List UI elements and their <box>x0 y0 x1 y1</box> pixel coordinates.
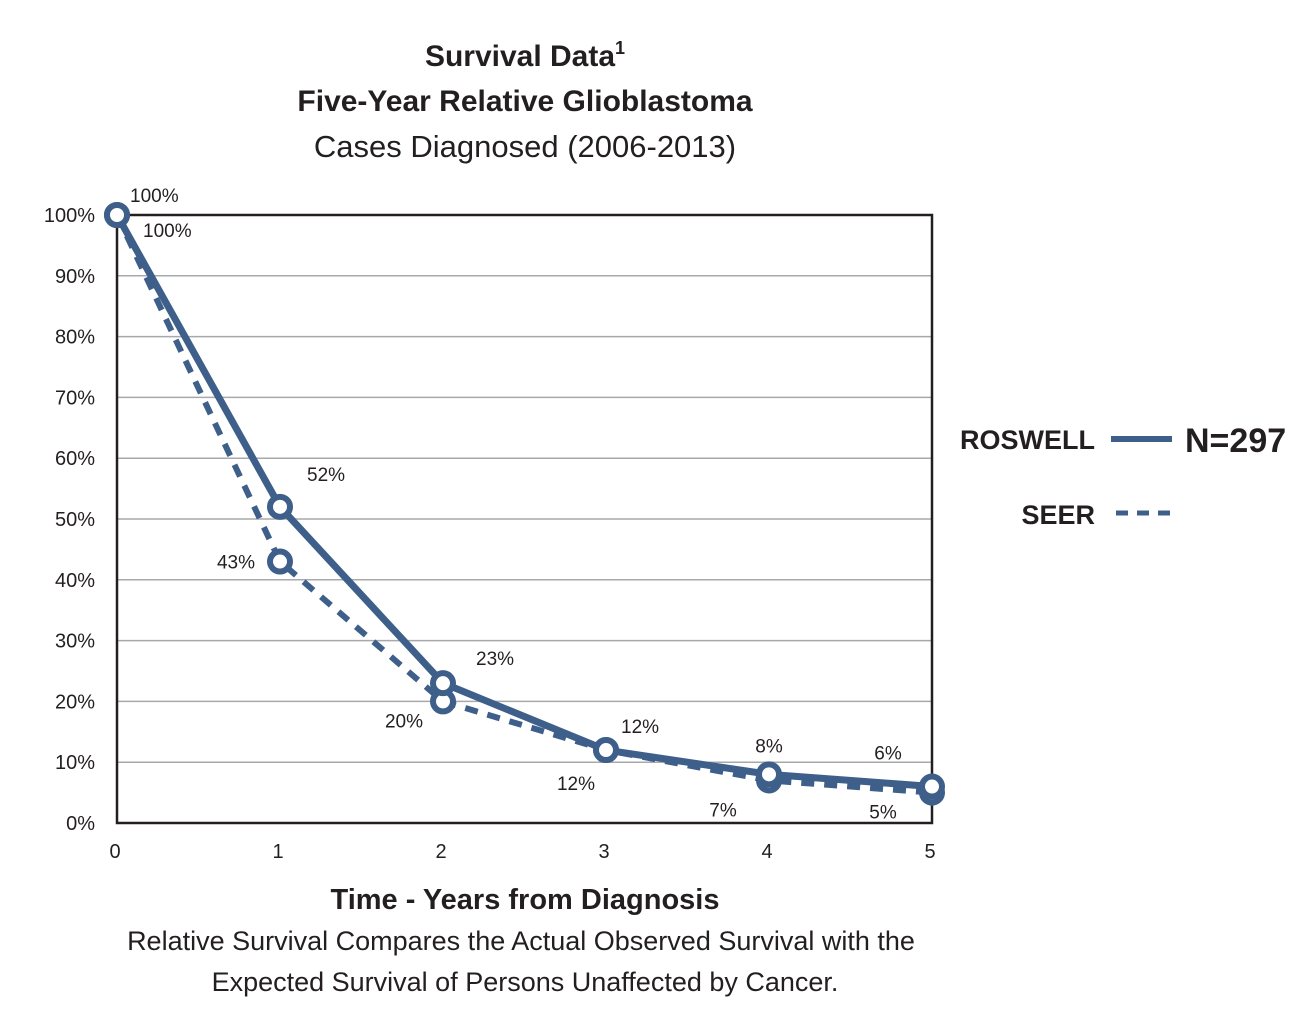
y-tick-label: 10% <box>55 752 95 774</box>
legend: ROSWELL N=297 SEER <box>960 422 1286 530</box>
y-tick-label: 50% <box>55 509 95 531</box>
data-label-roswell: 12% <box>621 717 659 738</box>
data-point-roswell <box>919 773 945 800</box>
x-tick-label: 0 <box>109 841 120 863</box>
legend-sample-size: N=297 <box>1185 422 1286 460</box>
data-point-roswell <box>267 493 293 520</box>
data-label-seer: 5% <box>869 803 897 824</box>
series-line-roswell <box>113 213 933 791</box>
y-tick-label: 0% <box>66 813 95 835</box>
data-label-seer: 7% <box>709 800 737 821</box>
legend-label-seer: SEER <box>1021 500 1095 530</box>
data-label-seer: 43% <box>217 553 255 574</box>
y-tick-label: 40% <box>55 570 95 592</box>
y-tick-label: 70% <box>55 387 95 409</box>
data-label-roswell: 8% <box>755 736 783 757</box>
data-label-roswell: 23% <box>476 649 514 670</box>
x-axis-title: Time - Years from Diagnosis <box>331 884 720 916</box>
y-tick-label: 30% <box>55 631 95 653</box>
data-point-roswell <box>756 761 782 788</box>
y-tick-label: 100% <box>44 205 95 227</box>
data-label-roswell: 100% <box>130 186 179 207</box>
y-tick-label: 60% <box>55 448 95 470</box>
series-line-seer <box>114 213 933 796</box>
chart-subtitle-dates: Cases Diagnosed (2006-2013) <box>314 129 736 164</box>
data-point-roswell <box>104 202 130 228</box>
data-label-seer: 100% <box>143 221 192 242</box>
data-point-roswell <box>430 670 456 697</box>
x-tick-label: 3 <box>598 841 609 863</box>
x-tick-label: 5 <box>924 841 935 863</box>
data-labels: 100% 52% 23% 12% 8% 6% 100% 43% 20% 12% 7% 5% <box>130 186 902 824</box>
caption-line-2: Expected Survival of Persons Unaffected … <box>212 967 839 997</box>
gridlines <box>117 275 932 763</box>
chart-title-text: Survival Data <box>425 40 615 73</box>
x-axis-ticks: 0 1 2 3 4 5 <box>109 841 935 863</box>
chart-title: Survival Data1 <box>425 38 625 73</box>
x-tick-label: 4 <box>761 841 772 863</box>
legend-label-roswell: ROSWELL <box>960 425 1095 455</box>
data-point-roswell <box>593 737 619 764</box>
series-layer <box>104 202 945 806</box>
y-axis-ticks: 0% 10% 20% 30% 40% 50% 60% 70% 80% 90% 100% <box>44 205 95 835</box>
x-tick-label: 1 <box>272 841 283 863</box>
chart-subtitle: Five-Year Relative Glioblastoma <box>297 85 753 118</box>
caption-line-1: Relative Survival Compares the Actual Ob… <box>127 926 915 956</box>
y-tick-label: 20% <box>55 691 95 713</box>
x-tick-label: 2 <box>435 841 446 863</box>
data-label-roswell: 6% <box>874 744 902 765</box>
chart-title-superscript: 1 <box>615 38 625 58</box>
data-label-seer: 12% <box>557 774 595 795</box>
y-tick-label: 90% <box>55 266 95 288</box>
plot-frame <box>115 213 934 825</box>
y-tick-label: 80% <box>55 327 95 349</box>
data-label-roswell: 52% <box>307 465 345 486</box>
data-point-seer <box>267 548 293 575</box>
data-label-seer: 20% <box>385 711 423 732</box>
